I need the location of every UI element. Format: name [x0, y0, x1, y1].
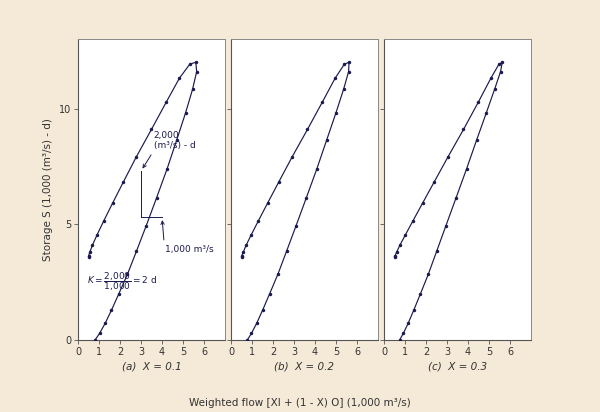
Text: 2,000
(m³/s) - d: 2,000 (m³/s) - d — [154, 131, 196, 150]
Text: $K = \dfrac{2{,}000}{1{,}000} = 2\ \mathrm{d}$: $K = \dfrac{2{,}000}{1{,}000} = 2\ \math… — [88, 271, 158, 293]
Text: Weighted flow [XI + (1 - X) O] (1,000 m³/s): Weighted flow [XI + (1 - X) O] (1,000 m³… — [189, 398, 411, 408]
X-axis label: (b)  X = 0.2: (b) X = 0.2 — [275, 361, 335, 371]
Y-axis label: Storage S (1,000 (m³/s) - d): Storage S (1,000 (m³/s) - d) — [43, 118, 53, 261]
X-axis label: (c)  X = 0.3: (c) X = 0.3 — [428, 361, 487, 371]
Text: 1,000 m³/s: 1,000 m³/s — [165, 245, 214, 254]
X-axis label: (a)  X = 0.1: (a) X = 0.1 — [122, 361, 181, 371]
